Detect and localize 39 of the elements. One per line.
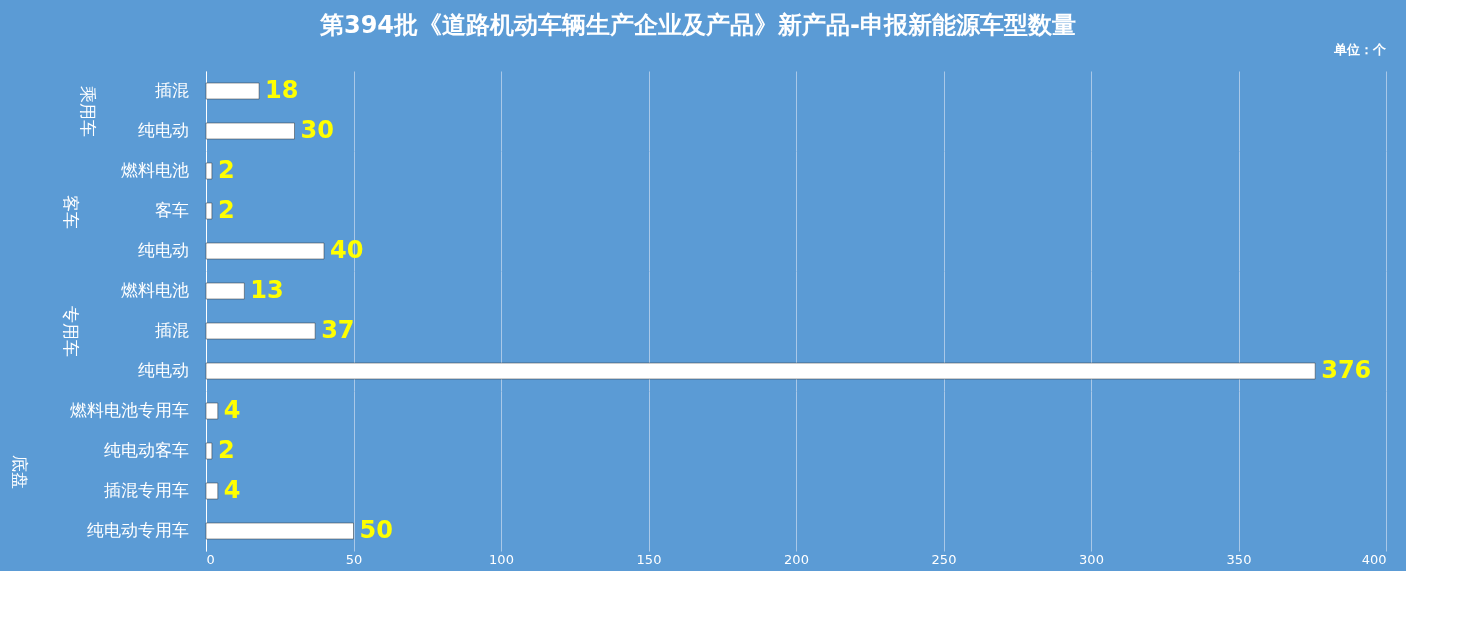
x-tick-label: 0 <box>206 551 215 567</box>
y-tick-label: 燃料电池专用车 <box>69 400 189 420</box>
data-label: 4 <box>223 396 241 424</box>
x-tick-label: 50 <box>345 551 363 567</box>
data-label: 50 <box>359 516 393 544</box>
y-axis-title: 乘用车 <box>77 86 98 137</box>
data-label: 37 <box>321 316 355 344</box>
x-tick-label: 200 <box>784 551 809 567</box>
y-tick-label: 插混 <box>154 80 189 100</box>
y-tick-label: 纯电动客车 <box>103 440 189 460</box>
y-tick-label: 纯电动 <box>137 120 189 140</box>
text: 单位：个 <box>1333 42 1387 57</box>
data-label: 2 <box>217 196 235 224</box>
x-tick-label: 400 <box>1361 551 1387 567</box>
y-tick-label: 纯电动 <box>137 240 189 260</box>
y-axis-title: 专用车 <box>60 306 81 357</box>
data-label: 40 <box>330 236 364 264</box>
y-axis-title: 底盘 <box>9 454 30 489</box>
data-label: 30 <box>300 116 334 144</box>
data-label: 2 <box>217 436 235 464</box>
x-tick-label: 300 <box>1079 551 1104 567</box>
y-tick-label: 燃料电池 <box>120 160 189 180</box>
data-label: 376 <box>1321 356 1372 384</box>
x-tick-label: 150 <box>636 551 662 567</box>
data-label: 18 <box>265 76 299 104</box>
y-tick-label: 纯电动 <box>137 360 189 380</box>
x-tick-label: 250 <box>931 551 957 567</box>
data-label: 4 <box>223 476 241 504</box>
y-tick-label: 燃料电池 <box>120 280 189 300</box>
y-tick-label: 纯电动专用车 <box>86 520 189 540</box>
y-tick-label: 插混 <box>154 320 189 340</box>
y-tick-label: 客车 <box>154 200 189 220</box>
x-tick-label: 350 <box>1226 551 1252 567</box>
chart-title: 第394批《道路机动车辆生产企业及产品》新产品-申报新能源车型数量 <box>318 11 1077 39</box>
y-tick-label: 插混专用车 <box>103 480 189 500</box>
data-label: 13 <box>250 276 284 304</box>
data-label: 2 <box>217 156 235 184</box>
y-axis-title: 客车 <box>60 194 81 229</box>
x-tick-label: 100 <box>489 551 514 567</box>
